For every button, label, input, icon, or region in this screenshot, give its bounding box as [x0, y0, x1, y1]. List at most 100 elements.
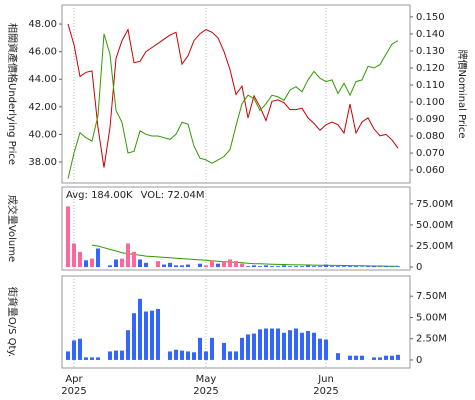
bar	[216, 263, 220, 268]
bar	[198, 263, 202, 268]
x-tick-label: 2025	[193, 386, 218, 397]
bar	[150, 310, 154, 360]
bar	[396, 266, 400, 268]
bar	[204, 265, 208, 268]
x-tick-label: Apr	[65, 374, 83, 385]
bar	[354, 266, 358, 268]
bar	[210, 260, 214, 268]
y-tick-label: 0	[416, 262, 422, 273]
bar	[90, 258, 94, 268]
bar	[294, 328, 298, 360]
line-series	[67, 33, 399, 179]
bar	[246, 266, 250, 268]
bar	[282, 332, 286, 360]
bar	[132, 251, 136, 268]
y2-tick-label: 0.140	[416, 29, 445, 40]
bar	[144, 311, 148, 360]
bar	[108, 351, 112, 360]
bar	[234, 351, 238, 360]
line-series	[91, 244, 399, 267]
y-tick-label: 2.50M	[416, 334, 447, 345]
y2-tick-label: 0.150	[416, 12, 445, 23]
bar	[306, 265, 310, 268]
bar	[228, 259, 232, 268]
bar	[180, 350, 184, 360]
bar	[198, 337, 202, 360]
y-tick-label: 50.00M	[416, 220, 453, 231]
panel-frame	[61, 186, 411, 271]
y-tick-label: 38.00	[28, 157, 57, 168]
bar	[312, 332, 316, 360]
bar	[306, 331, 310, 360]
bar	[384, 355, 388, 360]
bar	[258, 266, 262, 268]
y2-tick-label: 0.060	[416, 165, 445, 176]
bar	[72, 340, 76, 360]
bar	[120, 350, 124, 360]
x-tick-label: Jun	[317, 374, 334, 385]
bar	[324, 264, 328, 268]
bar	[348, 355, 352, 360]
bar	[258, 329, 262, 360]
bar	[324, 339, 328, 360]
bar	[156, 261, 160, 268]
legend-entry: Avg: 184.00K	[66, 190, 133, 201]
y2-tick-label: 0.070	[416, 148, 445, 159]
bar	[84, 357, 88, 360]
bar	[270, 266, 274, 268]
bar	[288, 266, 292, 268]
y2-tick-label: 0.090	[416, 114, 445, 125]
x-tick-label: May	[196, 374, 217, 385]
bar	[240, 337, 244, 360]
bar	[222, 261, 226, 268]
y2-tick-label: 0.130	[416, 46, 445, 57]
bar	[156, 308, 160, 360]
bar	[138, 298, 142, 360]
bar	[264, 265, 268, 268]
bar	[342, 266, 346, 268]
bar	[348, 266, 352, 268]
bar	[366, 266, 370, 268]
y-tick-label: 7.50M	[416, 291, 447, 302]
bar	[282, 265, 286, 268]
bar	[246, 334, 250, 360]
bar	[300, 332, 304, 360]
y2-tick-label: 0.100	[416, 97, 445, 108]
bar	[300, 266, 304, 268]
bar	[168, 262, 172, 268]
bar	[168, 351, 172, 360]
bar	[252, 333, 256, 360]
bar	[108, 265, 112, 268]
bar	[354, 355, 358, 360]
y-axis-title: 街貨量O/S Qty.	[6, 287, 19, 357]
bar	[96, 357, 100, 360]
bar	[396, 354, 400, 360]
bar	[222, 342, 226, 360]
bar	[186, 351, 190, 360]
bar	[84, 260, 88, 268]
y-tick-label: 25.00M	[416, 241, 453, 252]
bar	[234, 261, 238, 268]
bar	[72, 243, 76, 268]
bar	[318, 338, 322, 360]
y-tick-label: 75.00M	[416, 199, 453, 210]
bar	[114, 259, 118, 268]
bar	[138, 259, 142, 268]
bar	[312, 266, 316, 268]
legend-entry: VOL: 72.04M	[141, 190, 205, 201]
bar	[264, 328, 268, 360]
bar	[276, 328, 280, 360]
bar	[372, 357, 376, 360]
bar	[66, 351, 70, 360]
bar	[120, 258, 124, 268]
bar	[318, 266, 322, 268]
bar	[384, 266, 388, 268]
bar	[90, 357, 94, 360]
bar	[180, 265, 184, 268]
bar	[372, 266, 376, 268]
bar	[96, 248, 100, 268]
bar	[204, 351, 208, 360]
bar	[66, 206, 70, 268]
bar	[78, 251, 82, 268]
